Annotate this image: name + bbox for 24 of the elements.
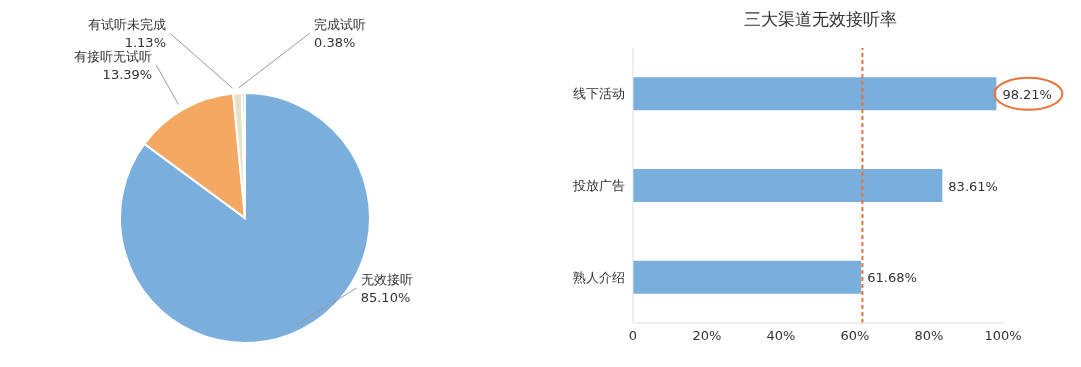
slice-label: 无效接听	[360, 272, 413, 287]
x-tick-label: 100%	[984, 328, 1022, 344]
y-tick-label: 熟人介绍	[573, 269, 625, 285]
y-tick-label: 投放广告	[572, 178, 625, 194]
data-label: 83.61%	[948, 178, 998, 194]
bar	[633, 169, 943, 202]
x-tick-label: 40%	[766, 328, 796, 344]
slice-label: 有接听无试听	[74, 49, 153, 65]
bar	[633, 260, 862, 294]
data-label: 98.21%	[1002, 86, 1052, 102]
x-tick-label: 0	[628, 328, 638, 344]
data-label: 61.68%	[867, 270, 917, 286]
chart-title: 三大渠道无效接听率	[743, 8, 898, 31]
x-tick-label: 20%	[692, 328, 722, 344]
data-label: 85.10%	[360, 290, 411, 305]
slice-label: 完成试听	[314, 17, 366, 33]
slice-label: 有试听未完成	[88, 17, 166, 33]
bar	[633, 77, 997, 111]
data-label: 13.39%	[102, 67, 153, 83]
x-tick-label: 60%	[840, 328, 870, 344]
x-tick-label: 80%	[914, 328, 944, 344]
y-tick-label: 线下活动	[573, 86, 625, 102]
data-label: 0.38%	[314, 35, 356, 51]
data-label: 1.13%	[124, 35, 166, 51]
